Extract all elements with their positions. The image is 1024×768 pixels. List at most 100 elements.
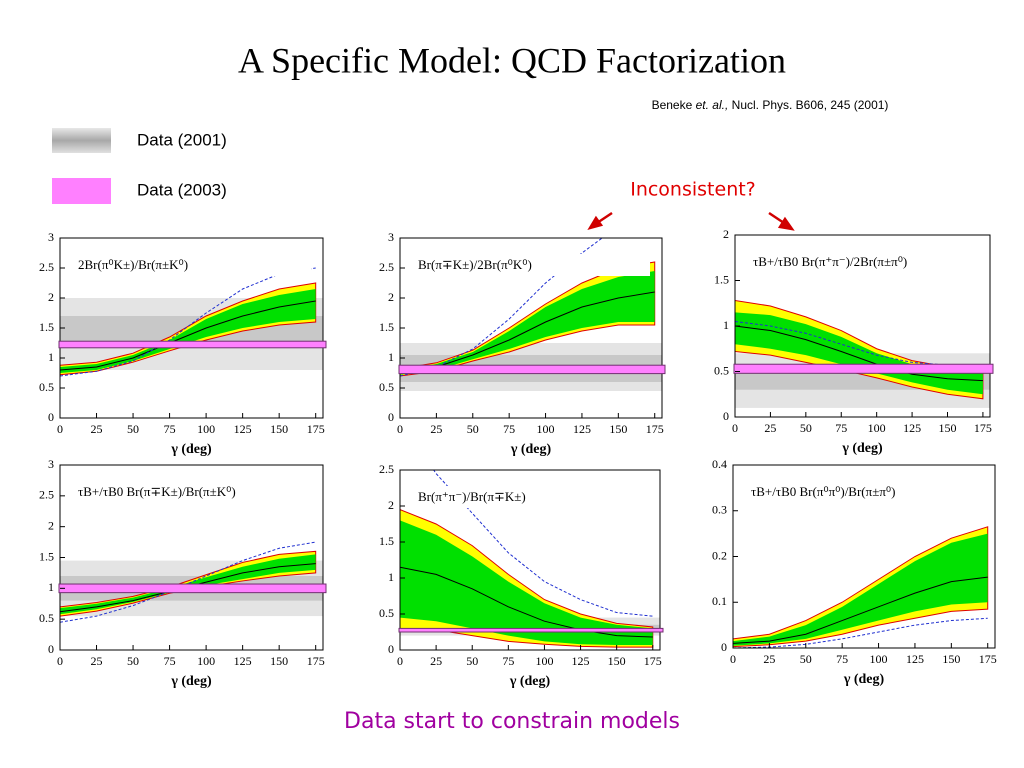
x-axis-label: γ (deg) (841, 441, 883, 456)
y-tick-label: 1.5 (39, 549, 54, 563)
y-tick-label: 1 (48, 350, 54, 364)
data-2003-band (58, 340, 327, 349)
panel-label: τB+/τB0 Br(π⁺π⁻)/2Br(π±π⁰) (753, 254, 907, 269)
data-2003-band (398, 627, 664, 633)
x-tick-label: 100 (870, 652, 888, 666)
x-tick-label: 100 (537, 422, 555, 436)
citation-etal: et. al., (696, 98, 729, 112)
y-tick-label: 0 (48, 642, 54, 656)
y-tick-label: 2.5 (379, 462, 394, 476)
y-tick-label: 2 (48, 518, 54, 532)
annotation-arrows (587, 211, 795, 231)
x-tick-label: 125 (234, 422, 252, 436)
x-tick-label: 0 (57, 422, 63, 436)
y-tick-label: 2 (723, 227, 729, 241)
x-axis-label: γ (deg) (170, 674, 212, 689)
y-tick-label: 0 (388, 642, 394, 656)
x-tick-label: 75 (835, 421, 847, 435)
x-tick-label: 125 (572, 654, 590, 668)
y-tick-label: 1 (48, 580, 54, 594)
x-tick-label: 25 (430, 654, 442, 668)
central-curve (735, 325, 983, 382)
y-tick-label: 0 (388, 410, 394, 424)
y-tick-label: 2.5 (39, 260, 54, 274)
dashed-curve (400, 238, 603, 377)
panel-label: Br(π⁺π⁻)/Br(π∓K±) (418, 489, 526, 504)
y-tick-label: 1.5 (39, 320, 54, 334)
y-tick-label: 2 (388, 498, 394, 512)
x-tick-label: 150 (609, 422, 627, 436)
y-tick-label: 0.5 (379, 606, 394, 620)
x-tick-label: 100 (535, 654, 553, 668)
inner-band (733, 533, 988, 646)
y-tick-label: 2 (388, 290, 394, 304)
legend-label: Data (2001) (137, 130, 227, 149)
y-tick-label: 1 (388, 350, 394, 364)
x-tick-label: 175 (307, 654, 325, 668)
panel-label: 2Br(π⁰K±)/Br(π±K⁰) (78, 257, 188, 272)
y-tick-label: 0.4 (712, 457, 727, 471)
x-tick-label: 0 (732, 421, 738, 435)
x-tick-label: 100 (868, 421, 886, 435)
y-tick-label: 0.5 (39, 380, 54, 394)
x-axis-label: γ (deg) (510, 442, 552, 457)
x-tick-label: 100 (197, 654, 215, 668)
x-tick-label: 125 (903, 421, 921, 435)
citation-ref: Nucl. Phys. B606, 245 (2001) (732, 98, 889, 112)
x-tick-label: 100 (197, 422, 215, 436)
y-tick-label: 3 (388, 230, 394, 244)
y-tick-label: 2 (48, 290, 54, 304)
frame (399, 469, 661, 651)
x-tick-label: 75 (502, 654, 514, 668)
x-tick-label: 175 (974, 421, 992, 435)
dashed-curve (733, 617, 988, 648)
x-tick-label: 125 (234, 654, 252, 668)
x-tick-label: 50 (800, 421, 812, 435)
x-tick-label: 150 (939, 421, 957, 435)
inner-band (400, 271, 655, 375)
x-tick-label: 125 (906, 652, 924, 666)
legend-swatch-2001 (52, 128, 111, 153)
x-axis-label: γ (deg) (843, 672, 885, 687)
y-tick-label: 0.2 (712, 548, 727, 562)
y-tick-label: 0 (721, 640, 727, 654)
x-tick-label: 175 (979, 652, 997, 666)
central-curve (400, 566, 653, 638)
x-tick-label: 25 (91, 422, 103, 436)
inner-band (60, 289, 316, 373)
x-tick-label: 25 (430, 422, 442, 436)
x-tick-label: 50 (127, 422, 139, 436)
x-tick-label: 25 (763, 652, 775, 666)
panel-label-bg (72, 481, 311, 503)
central-curve (733, 576, 988, 644)
citation-author: Beneke (652, 98, 693, 112)
y-tick-label: 2.5 (39, 488, 54, 502)
y-tick-label: 0.5 (39, 611, 54, 625)
y-tick-label: 1.5 (379, 320, 394, 334)
x-tick-label: 75 (503, 422, 515, 436)
x-tick-label: 0 (57, 654, 63, 668)
x-tick-label: 150 (270, 654, 288, 668)
y-tick-label: 3 (48, 230, 54, 244)
panel-label: Br(π∓K±)/2Br(π⁰K⁰) (418, 257, 532, 272)
y-tick-label: 2.5 (379, 260, 394, 274)
x-tick-label: 175 (307, 422, 325, 436)
data-2003-band (58, 583, 327, 594)
x-tick-label: 75 (164, 654, 176, 668)
x-tick-label: 50 (467, 422, 479, 436)
dashed-curve (60, 541, 316, 623)
x-tick-label: 50 (466, 654, 478, 668)
x-tick-label: 175 (646, 422, 664, 436)
x-axis-label: γ (deg) (509, 674, 551, 689)
x-tick-label: 25 (91, 654, 103, 668)
x-tick-label: 150 (270, 422, 288, 436)
y-tick-label: 1.5 (714, 272, 729, 286)
y-tick-label: 0 (723, 409, 729, 423)
y-tick-label: 3 (48, 457, 54, 471)
y-tick-label: 1.5 (379, 534, 394, 548)
y-tick-label: 0.5 (714, 363, 729, 377)
panel-label: τB+/τB0 Br(π∓K±)/Br(π±K⁰) (78, 484, 236, 499)
x-tick-label: 75 (164, 422, 176, 436)
x-tick-label: 50 (800, 652, 812, 666)
y-tick-label: 1 (723, 318, 729, 332)
